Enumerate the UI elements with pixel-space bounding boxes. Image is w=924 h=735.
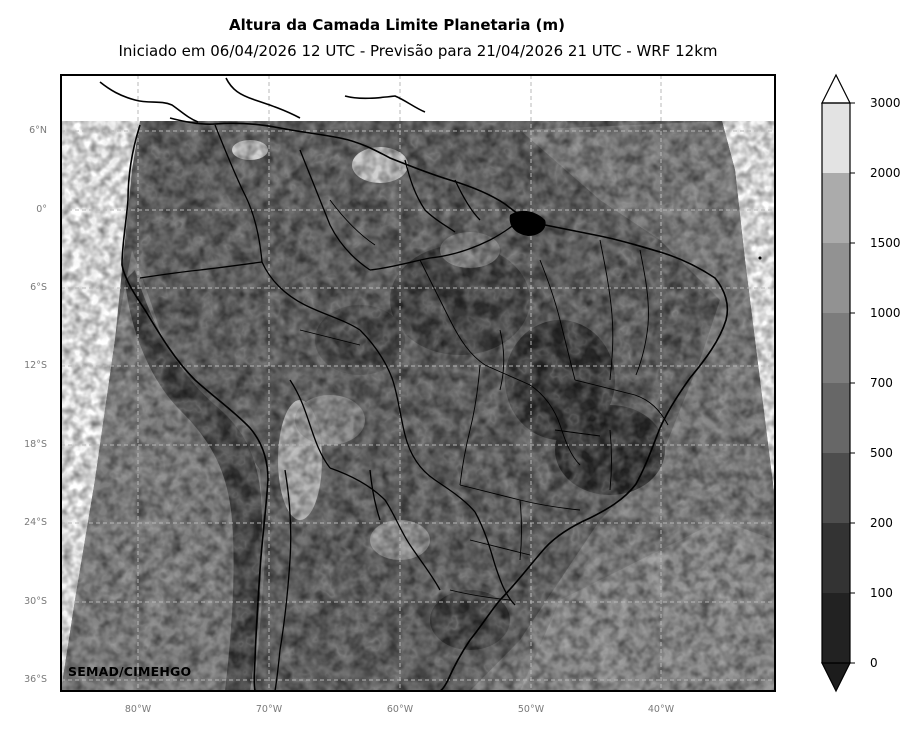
colorbar-segment — [822, 593, 850, 663]
credit-label: SEMAD/CIMEHGO — [68, 664, 192, 679]
colorbar-label-700: 700 — [870, 376, 893, 390]
lon-label-40w: 40°W — [647, 704, 675, 715]
lat-label-18s: 18°S — [24, 439, 47, 450]
colorbar-label-100: 100 — [870, 586, 893, 600]
colorbar-label-2000: 2000 — [870, 166, 901, 180]
marajo-island — [509, 210, 546, 236]
colorbar-segment — [822, 103, 850, 173]
colorbar-segment — [822, 383, 850, 453]
lon-label-80w: 80°W — [124, 704, 152, 715]
colorbar-segment — [822, 313, 850, 383]
state-borders — [299, 199, 669, 601]
coastlines — [99, 77, 729, 691]
lon-label-60w: 60°W — [386, 704, 414, 715]
lon-label-50w: 50°W — [517, 704, 545, 715]
gridlines — [61, 75, 775, 691]
lat-label-30s: 30°S — [24, 596, 47, 607]
colorbar-segment — [822, 453, 850, 523]
contour-texture-light — [61, 121, 775, 691]
colorbar-label-200: 200 — [870, 516, 893, 530]
map-subtitle: Iniciado em 06/04/2026 12 UTC - Previsão… — [118, 42, 718, 60]
country-borders — [139, 124, 526, 691]
lat-label-6s: 6°S — [30, 282, 47, 293]
colorbar-segment — [822, 243, 850, 313]
colorbar-segment — [822, 523, 850, 593]
map-title: Altura da Camada Limite Planetaria (m) — [228, 16, 566, 34]
colorbar-segment — [822, 173, 850, 243]
colorbar-extend-min — [821, 662, 851, 693]
colorbar-label-3000: 3000 — [870, 96, 901, 110]
lat-label-12s: 12°S — [24, 360, 47, 371]
lat-label-6n: 6°N — [29, 125, 47, 136]
lon-label-70w: 70°W — [255, 704, 283, 715]
lat-label-0: 0° — [36, 204, 47, 215]
colorbar-label-1500: 1500 — [870, 236, 901, 250]
colorbar-label-0: 0 — [870, 656, 878, 670]
colorbar-label-1000: 1000 — [870, 306, 901, 320]
map-frame — [60, 74, 776, 692]
lat-label-36s: 36°S — [24, 674, 47, 685]
colorbar — [821, 73, 855, 693]
colorbar-label-500: 500 — [870, 446, 893, 460]
fernando-noronha — [758, 256, 762, 260]
lat-label-24s: 24°S — [24, 517, 47, 528]
colorbar-extend-max — [821, 73, 851, 104]
